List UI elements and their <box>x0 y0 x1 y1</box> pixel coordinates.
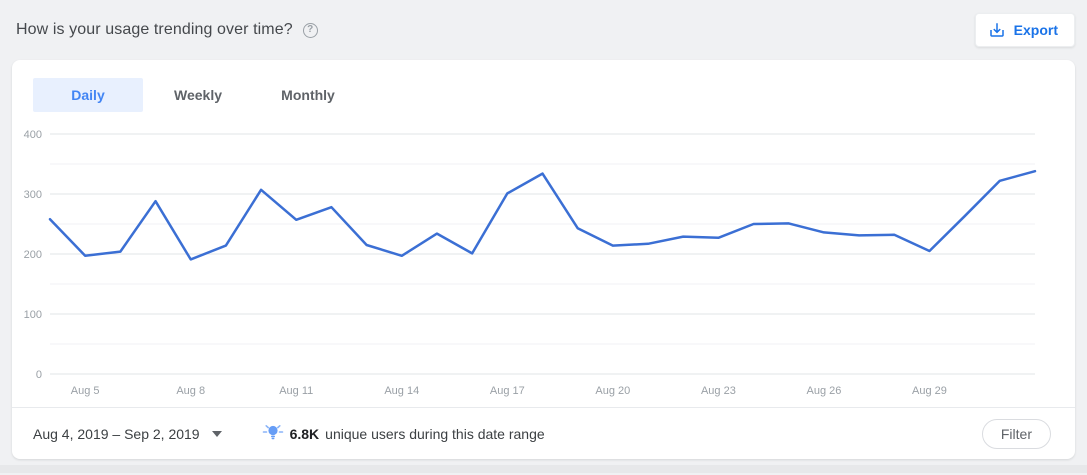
x-axis-tick-label: Aug 5 <box>71 385 100 397</box>
y-axis-tick-label: 0 <box>36 369 42 381</box>
y-axis-tick-label: 200 <box>24 249 42 261</box>
export-button[interactable]: Export <box>974 13 1075 47</box>
help-icon[interactable]: ? <box>302 22 318 38</box>
caret-down-icon <box>211 430 222 437</box>
x-axis-tick-label: Aug 17 <box>490 385 525 397</box>
granularity-tabs: Daily Weekly Monthly <box>33 78 1075 112</box>
tab-daily[interactable]: Daily <box>33 78 143 112</box>
x-axis-tick-label: Aug 29 <box>912 385 947 397</box>
x-axis-tick-label: Aug 14 <box>384 385 419 397</box>
chart-footer: Aug 4, 2019 – Sep 2, 2019 6.8K u <box>12 407 1075 459</box>
x-axis-tick-label: Aug 26 <box>806 385 841 397</box>
tab-weekly-label: Weekly <box>174 87 222 103</box>
page-title: How is your usage trending over time? <box>16 21 293 38</box>
usage-trend-card: Daily Weekly Monthly 0 100 200 300 400 Aug 5 A… <box>12 60 1075 459</box>
unique-users-count: 6.8K <box>289 425 320 442</box>
usage-data-line <box>48 169 1037 261</box>
page-header: How is your usage trending over time? ? … <box>0 0 1087 60</box>
tab-weekly[interactable]: Weekly <box>143 78 253 112</box>
export-button-label: Export <box>1013 22 1058 38</box>
lightbulb-icon <box>262 421 284 446</box>
x-axis-tick-label: Aug 23 <box>701 385 736 397</box>
tab-monthly-label: Monthly <box>281 87 335 103</box>
y-axis-tick-label: 300 <box>24 189 42 201</box>
x-axis-tick-label: Aug 11 <box>279 385 313 397</box>
page-bottom-strip <box>0 465 1087 473</box>
tab-monthly[interactable]: Monthly <box>253 78 363 112</box>
date-range-selector[interactable]: Aug 4, 2019 – Sep 2, 2019 <box>33 426 222 442</box>
unique-users-text: unique users during this date range <box>325 425 545 442</box>
y-axis-tick-label: 400 <box>24 129 42 141</box>
usage-line-chart: 0 100 200 300 400 Aug 5 Aug 8 Aug 11 Aug 14 Aug 1… <box>24 129 1037 397</box>
filter-button[interactable]: Filter <box>981 418 1051 449</box>
x-axis-tick-label: Aug 8 <box>176 385 205 397</box>
download-icon <box>988 21 1006 39</box>
insight-summary: 6.8K unique users during this date range <box>262 421 545 446</box>
date-range-label: Aug 4, 2019 – Sep 2, 2019 <box>33 425 200 442</box>
tab-daily-label: Daily <box>71 87 105 103</box>
y-axis-tick-label: 100 <box>24 309 42 321</box>
x-axis-tick-label: Aug 20 <box>595 385 630 397</box>
